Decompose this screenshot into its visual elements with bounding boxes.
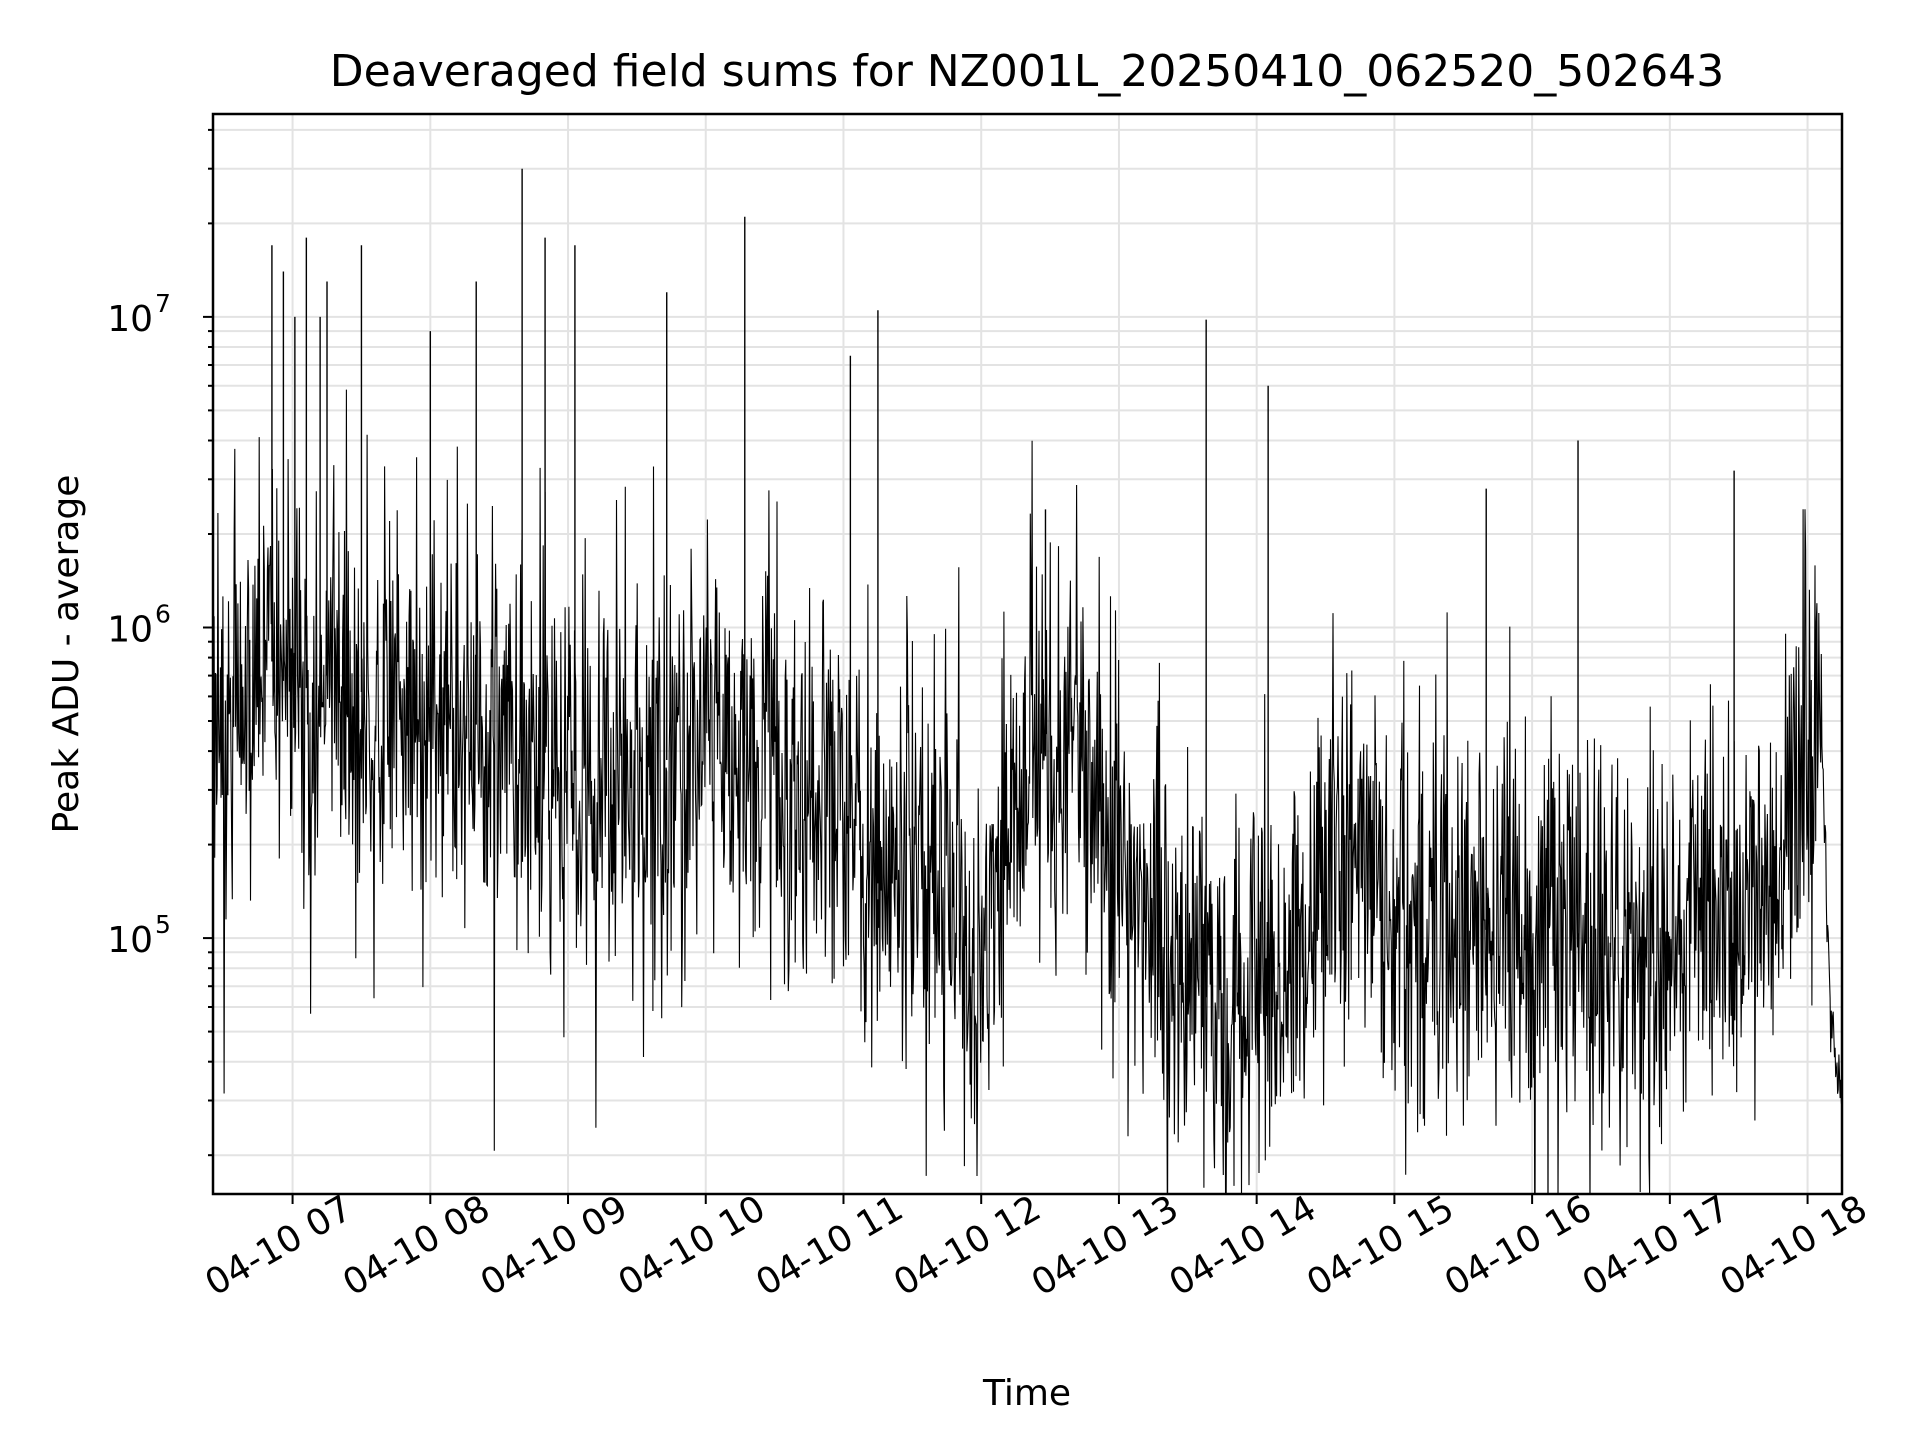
y-tick-label: 10 [107, 920, 153, 961]
y-tick-label-exponent: 6 [155, 599, 171, 628]
plot-frame [211, 112, 1844, 1196]
y-axis-label: Peak ADU - average [46, 475, 87, 834]
series-line-group [213, 168, 1842, 1194]
x-axis-label: Time [982, 1373, 1071, 1414]
y-tick-label: 10 [107, 609, 153, 650]
y-tick-label-exponent: 7 [155, 289, 171, 318]
chart-title: Deaveraged field sums for NZ001L_2025041… [330, 46, 1724, 97]
y-tick-label-exponent: 5 [155, 910, 171, 939]
series-line [213, 389, 1842, 1194]
y-tick-label: 10 [107, 299, 153, 340]
